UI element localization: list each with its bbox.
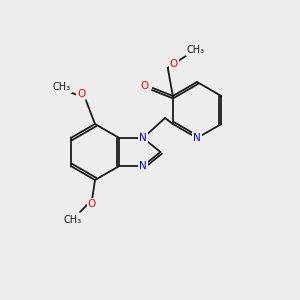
Text: N: N — [139, 161, 147, 171]
Text: O: O — [170, 59, 178, 69]
Text: O: O — [141, 81, 149, 91]
Text: N: N — [193, 133, 201, 143]
Text: O: O — [88, 199, 96, 209]
Text: CH₃: CH₃ — [187, 45, 205, 55]
Text: CH₃: CH₃ — [53, 82, 71, 92]
Text: O: O — [77, 89, 85, 99]
Text: CH₃: CH₃ — [64, 215, 82, 225]
Text: N: N — [139, 133, 147, 143]
